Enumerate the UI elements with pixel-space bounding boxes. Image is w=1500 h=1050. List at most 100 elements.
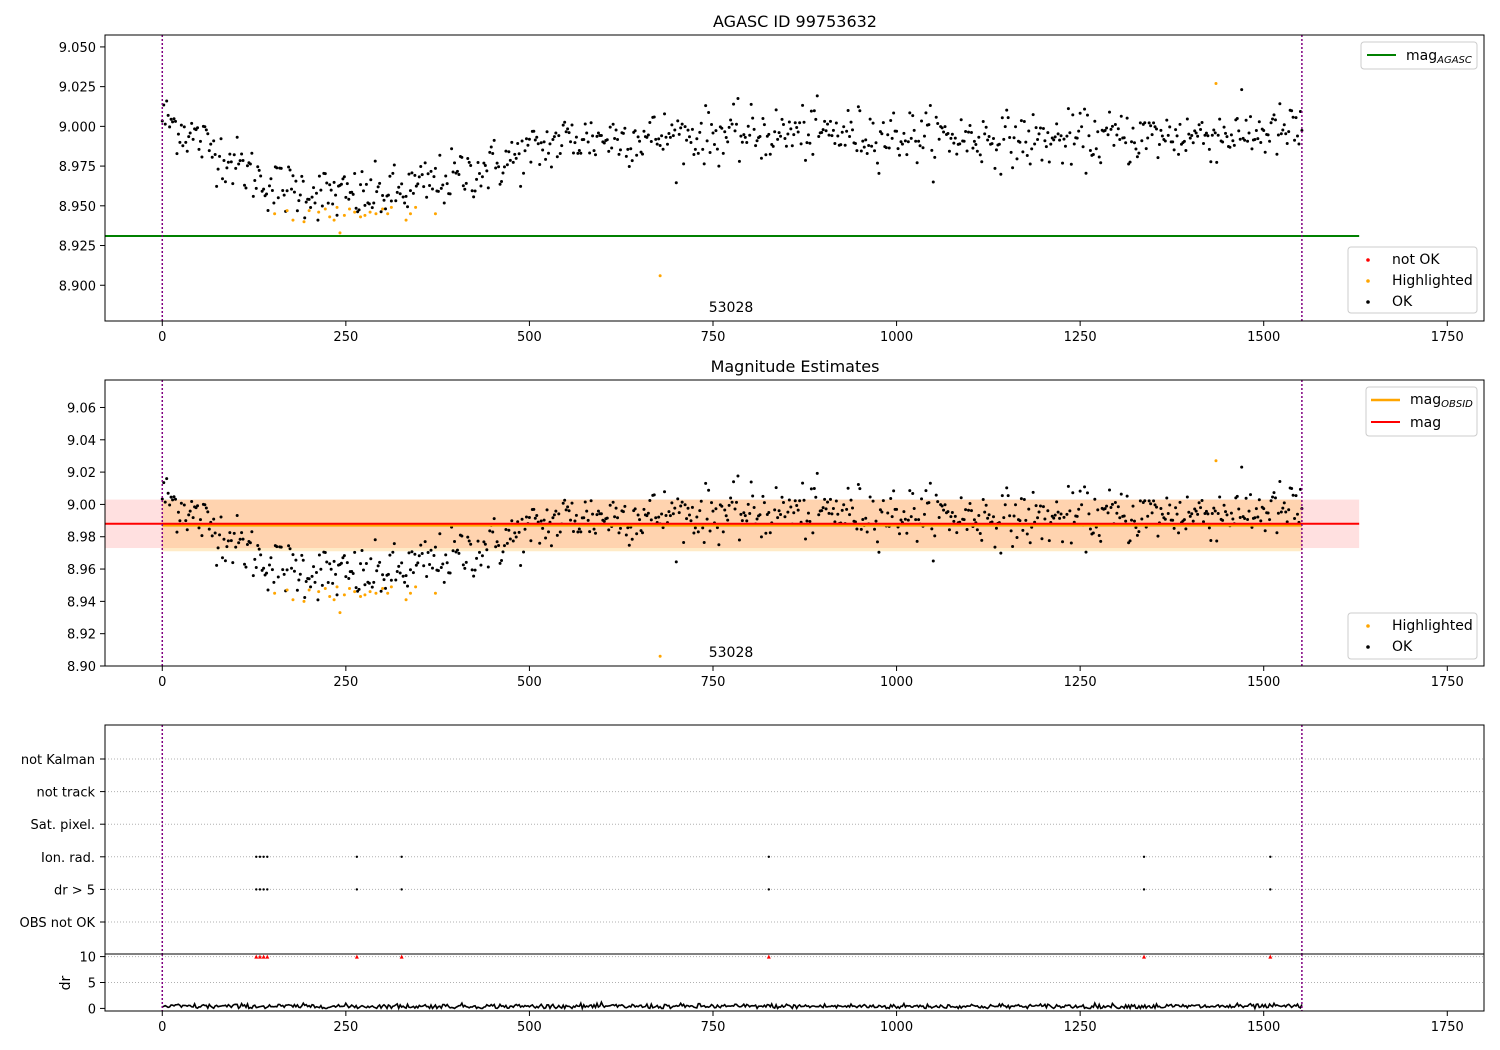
ok-point xyxy=(1087,512,1091,516)
ok-point xyxy=(975,528,979,532)
ok-point xyxy=(351,192,355,196)
ok-point xyxy=(297,199,301,203)
ok-point xyxy=(1256,137,1260,141)
x-tick-label: 0 xyxy=(158,675,166,690)
ok-point xyxy=(185,149,189,153)
ok-point xyxy=(212,139,216,143)
ok-point xyxy=(207,527,211,531)
ok-point xyxy=(250,151,254,155)
ok-point xyxy=(1152,121,1156,125)
ok-point xyxy=(538,541,542,545)
ok-point xyxy=(880,510,884,514)
ok-point xyxy=(216,167,220,171)
ok-point xyxy=(364,561,368,565)
highlighted-point xyxy=(1214,459,1218,463)
ok-point xyxy=(269,177,273,181)
ok-point xyxy=(1077,507,1081,511)
ok-point xyxy=(1159,506,1163,510)
ok-point xyxy=(1293,517,1297,521)
ok-point xyxy=(848,134,852,138)
ok-point xyxy=(814,495,818,499)
ok-point xyxy=(1213,131,1217,135)
ok-point xyxy=(1254,128,1258,132)
ok-point xyxy=(1150,511,1154,515)
ok-point xyxy=(806,511,810,515)
ok-point xyxy=(642,507,646,511)
ok-point xyxy=(833,520,837,524)
ok-point xyxy=(220,177,224,181)
highlighted-point xyxy=(658,274,662,278)
ok-point xyxy=(877,550,881,554)
ok-point xyxy=(1263,150,1267,154)
ok-point xyxy=(398,192,402,196)
ok-point xyxy=(1240,465,1244,469)
ok-point xyxy=(909,515,913,519)
ok-point xyxy=(721,530,725,534)
dr-clipped-marker xyxy=(354,954,359,959)
ok-point xyxy=(1131,504,1135,508)
ok-point xyxy=(428,563,432,567)
ok-point xyxy=(1103,507,1107,511)
ok-point xyxy=(1231,139,1235,143)
ok-point xyxy=(984,125,988,129)
ok-point xyxy=(370,206,374,210)
ok-point xyxy=(987,135,991,139)
highlighted-point xyxy=(363,593,367,597)
ok-point xyxy=(764,531,768,535)
ok-point xyxy=(243,562,247,566)
ok-point xyxy=(206,132,210,136)
ok-point xyxy=(855,527,859,531)
ok-point xyxy=(344,575,348,579)
ok-point xyxy=(269,556,273,560)
ok-point xyxy=(1246,139,1250,143)
ok-point xyxy=(936,122,940,126)
ok-point xyxy=(513,152,517,156)
ok-point xyxy=(1040,158,1044,162)
ok-point xyxy=(983,132,987,136)
ok-point xyxy=(304,200,308,204)
ok-point xyxy=(886,511,890,515)
flag-marker xyxy=(266,888,269,891)
ok-point xyxy=(934,493,938,497)
ok-point xyxy=(687,135,691,139)
ok-point xyxy=(235,135,239,139)
ok-point xyxy=(407,172,411,176)
ok-point xyxy=(395,570,399,574)
ok-point xyxy=(1268,518,1272,522)
ok-point xyxy=(429,169,433,173)
ok-point xyxy=(908,111,912,115)
ok-point xyxy=(1285,520,1289,524)
ok-point xyxy=(815,471,819,475)
top-legend-line-box xyxy=(1360,41,1478,70)
ok-point xyxy=(1134,147,1138,151)
ok-point xyxy=(705,139,709,143)
ok-point xyxy=(1281,128,1285,132)
ok-point xyxy=(736,474,740,478)
middle-plot-frame xyxy=(104,379,1485,667)
ok-point xyxy=(895,507,899,511)
ok-point xyxy=(401,574,405,578)
ok-point xyxy=(1184,527,1188,531)
ok-point xyxy=(1056,510,1060,514)
y-tick-label: 5 xyxy=(88,977,96,992)
ok-point xyxy=(605,516,609,520)
ok-point xyxy=(1015,536,1019,540)
ok-point xyxy=(544,536,548,540)
ok-point xyxy=(616,138,620,142)
ok-point xyxy=(1049,142,1053,146)
ok-point xyxy=(469,542,473,546)
ok-point xyxy=(924,489,928,493)
ok-point xyxy=(824,507,828,511)
ok-point xyxy=(1216,511,1220,515)
ok-point xyxy=(169,495,173,499)
ok-point xyxy=(576,530,580,534)
ok-point xyxy=(353,550,357,554)
flag-marker xyxy=(1269,855,1272,858)
ok-point xyxy=(708,529,712,533)
ok-point xyxy=(489,145,493,149)
highlighted-point xyxy=(363,213,367,217)
ok-point xyxy=(861,139,865,143)
ok-point xyxy=(937,137,941,141)
ok-point xyxy=(630,159,634,163)
ok-point xyxy=(795,504,799,508)
